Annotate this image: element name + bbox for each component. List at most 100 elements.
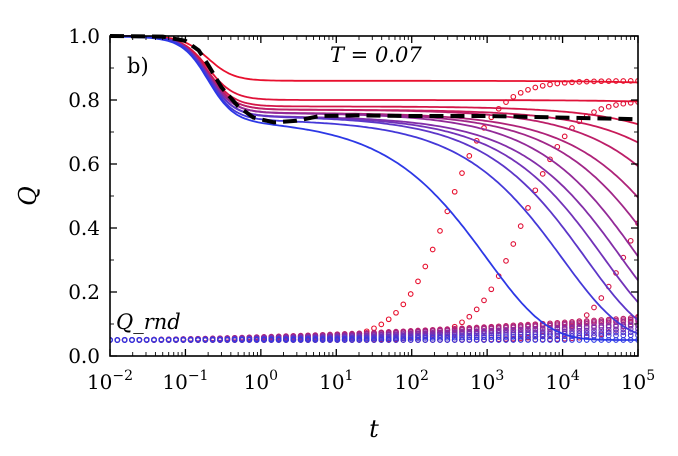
q-rnd-marker bbox=[576, 327, 583, 334]
q-rnd-marker bbox=[635, 332, 638, 339]
q-rnd-marker bbox=[327, 337, 333, 343]
q-rnd-marker bbox=[554, 333, 561, 340]
q-rnd-marker bbox=[539, 331, 546, 338]
q-rnd-marker bbox=[517, 337, 524, 343]
q-rnd-marker bbox=[151, 337, 157, 343]
q-rnd-marker bbox=[385, 316, 392, 323]
q-rnd-marker bbox=[451, 337, 458, 343]
q-rnd-marker bbox=[253, 337, 260, 343]
q-rnd-marker bbox=[605, 103, 612, 110]
q-series-line-11 bbox=[110, 35, 638, 321]
q-rnd-marker bbox=[217, 337, 223, 343]
q-rnd-marker bbox=[444, 334, 451, 341]
q-rnd-marker bbox=[356, 337, 363, 343]
q-rnd-marker bbox=[422, 263, 429, 270]
q-rnd-marker bbox=[393, 335, 399, 342]
q-rnd-marker bbox=[539, 82, 546, 89]
y-tick-label: 0.0 bbox=[68, 344, 100, 368]
q-rnd-marker bbox=[195, 337, 201, 343]
q-rnd-marker bbox=[503, 258, 509, 264]
x-tick-label: 10−2 bbox=[87, 368, 133, 394]
q-rnd-marker bbox=[429, 337, 436, 343]
q-rnd-marker bbox=[165, 337, 172, 343]
q-rnd-marker bbox=[510, 331, 517, 338]
q-rnd-marker bbox=[539, 337, 546, 343]
q-rnd-marker bbox=[627, 332, 634, 339]
q-rnd-marker bbox=[121, 337, 128, 343]
q-rnd-marker bbox=[554, 337, 561, 343]
q-rnd-marker bbox=[268, 337, 275, 343]
q-series-line-10 bbox=[110, 35, 638, 303]
q-rnd-marker bbox=[473, 329, 480, 335]
q-rnd-marker bbox=[620, 323, 627, 330]
q-rnd-marker bbox=[547, 333, 553, 340]
q-rnd-marker bbox=[187, 337, 194, 343]
q-rnd-marker bbox=[481, 297, 487, 304]
q-rnd-marker bbox=[415, 335, 421, 341]
q-rnd-marker bbox=[202, 337, 209, 343]
temperature-annotation: T = 0.07 bbox=[330, 43, 422, 67]
q-rnd-marker bbox=[275, 337, 282, 343]
q-rnd-marker bbox=[532, 333, 539, 340]
q-rnd-marker bbox=[400, 335, 407, 341]
q-rnd-marker bbox=[525, 86, 531, 93]
q-rnd-marker bbox=[510, 334, 517, 340]
q-rnd-marker bbox=[591, 330, 597, 336]
q-rnd-marker bbox=[525, 333, 531, 340]
q-rnd-marker bbox=[488, 286, 495, 293]
q-rnd-marker bbox=[488, 330, 495, 337]
q-rnd-marker bbox=[517, 331, 524, 338]
q-rnd-marker bbox=[525, 205, 531, 211]
q-rnd-marker bbox=[488, 337, 495, 343]
q-rnd-marker bbox=[569, 79, 575, 86]
x-tick-label: 104 bbox=[545, 368, 579, 394]
q-rnd-marker bbox=[473, 334, 480, 341]
q-rnd-marker bbox=[349, 337, 355, 343]
q-rnd-marker bbox=[481, 334, 487, 341]
q-rnd-marker bbox=[539, 333, 546, 340]
q-rnd-marker bbox=[224, 337, 231, 343]
q-rnd-marker bbox=[510, 93, 517, 100]
x-tick-label: 101 bbox=[319, 368, 353, 394]
q-rnd-marker bbox=[180, 337, 187, 343]
q-rnd-marker bbox=[495, 337, 502, 343]
x-tick-label: 105 bbox=[621, 368, 655, 394]
q-rnd-marker bbox=[576, 325, 583, 331]
q-rnd-marker bbox=[378, 337, 385, 343]
q-rnd-marker bbox=[312, 337, 319, 343]
q-rnd-marker bbox=[532, 84, 539, 91]
q-rnd-marker bbox=[525, 331, 531, 338]
q-rnd-marker bbox=[136, 337, 143, 343]
q-rnd-marker bbox=[510, 337, 517, 343]
q-rnd-marker bbox=[407, 337, 414, 343]
q-rnd-marker bbox=[525, 337, 531, 343]
x-axis-label: t bbox=[369, 415, 379, 443]
q-rnd-marker bbox=[591, 304, 597, 311]
q-rnd-marker bbox=[583, 330, 590, 337]
q-rnd-marker bbox=[393, 309, 399, 316]
q-rnd-marker bbox=[503, 334, 509, 340]
q-rnd-marker bbox=[481, 337, 487, 343]
plot-frame bbox=[109, 35, 639, 357]
q-rnd-marker bbox=[495, 328, 502, 335]
q-rnd-marker bbox=[466, 337, 473, 343]
q-series-line-9 bbox=[110, 35, 638, 281]
q-rnd-marker bbox=[451, 334, 458, 341]
q-rnd-marker bbox=[239, 337, 245, 343]
q-rnd-marker bbox=[466, 313, 473, 320]
q-rnd-marker bbox=[547, 337, 553, 343]
q-rnd-marker bbox=[598, 330, 605, 336]
q-rnd-marker bbox=[319, 337, 326, 343]
q-rnd-marker bbox=[158, 337, 165, 343]
q-rnd-marker bbox=[620, 329, 627, 336]
x-tick-label: 102 bbox=[395, 368, 429, 394]
q-rnd-marker bbox=[620, 332, 627, 339]
q-rnd-marker bbox=[525, 323, 531, 330]
q-rnd-marker bbox=[371, 337, 377, 343]
y-tick-label: 0.6 bbox=[68, 152, 100, 176]
marker-series-layer bbox=[110, 78, 638, 343]
q-rnd-marker bbox=[209, 337, 216, 343]
axis-ticks: 10−2 10−1 100 101 102 103 104 105 0.0 0.2 0.4 0.6 0.… bbox=[68, 24, 655, 394]
x-tick-label: 103 bbox=[470, 368, 504, 394]
q-rnd-marker bbox=[400, 301, 407, 308]
